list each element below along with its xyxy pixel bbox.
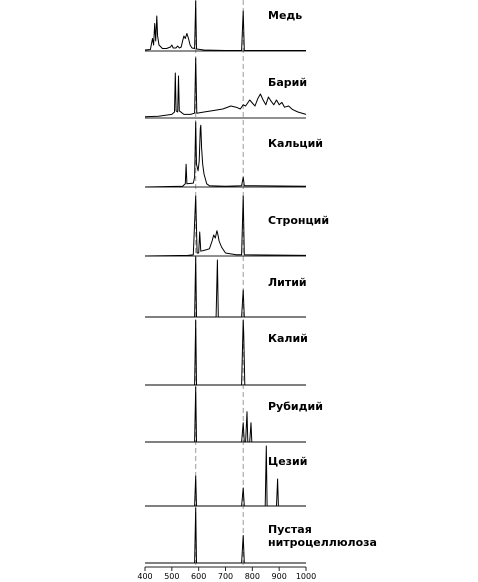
spectrum-trace	[145, 319, 306, 386]
spectrum-trace	[145, 445, 306, 507]
spectrum-label-line: Стронций	[268, 214, 329, 227]
x-axis: 400 500 600 700 800 900 1000	[137, 566, 316, 581]
spectrum-label: Цезий	[268, 455, 307, 468]
spectrum-labels: Медь Барий Кальций Стронций Литий Калий Рубиди…	[268, 9, 377, 549]
spectrum-label: Кальций	[268, 137, 323, 150]
spectrum-label-line: Барий	[268, 76, 307, 89]
x-tick-label: 900	[272, 572, 287, 581]
spectrum-trace	[144, 121, 307, 188]
spectrum-label-line: Кальций	[268, 137, 323, 150]
x-tick-label: 400	[137, 572, 152, 581]
spectrum-label-line: Медь	[268, 9, 302, 22]
x-tick-label: 700	[218, 572, 233, 581]
spectrum-panel	[145, 445, 306, 507]
reference-lines	[195, 0, 244, 566]
spectrum-panel	[145, 319, 306, 386]
spectrum-trace	[145, 256, 306, 318]
spectrum-label: Калий	[268, 332, 308, 345]
spectrum-trace	[144, 195, 307, 257]
spectrum-panel	[145, 386, 306, 443]
spectrum-label-line: Калий	[268, 332, 308, 345]
spectrum-label: Стронций	[268, 214, 329, 227]
x-tick-label: 800	[245, 572, 260, 581]
spectrum-panel	[144, 0, 306, 52]
spectrum-panel	[145, 256, 306, 318]
spectrum-panel	[144, 195, 307, 257]
spectrum-label-line: Рубидий	[268, 400, 323, 413]
spectrum-label: Барий	[268, 76, 307, 89]
spectrum-label-line: Пустая	[268, 523, 312, 536]
spectrum-trace	[144, 0, 306, 51]
spectrum-trace	[144, 57, 307, 118]
spectrum-label: Пустая нитроцеллюлоза	[268, 523, 377, 549]
spectrum-label: Медь	[268, 9, 302, 22]
spectrum-trace	[145, 386, 306, 443]
spectrum-panel	[144, 57, 307, 119]
x-tick-label: 1000	[296, 572, 316, 581]
x-tick-label: 500	[164, 572, 179, 581]
spectrum-trace	[145, 507, 306, 564]
spectrum-label-line: нитроцеллюлоза	[268, 536, 377, 549]
spectrum-label-line: Литий	[268, 276, 307, 289]
spectrum-label: Рубидий	[268, 400, 323, 413]
spectrum-panel	[145, 507, 306, 564]
spectrum-label-line: Цезий	[268, 455, 307, 468]
spectrum-label: Литий	[268, 276, 307, 289]
x-tick-label: 600	[191, 572, 206, 581]
spectrum-panels	[144, 0, 307, 564]
spectrum-panel	[144, 121, 307, 188]
